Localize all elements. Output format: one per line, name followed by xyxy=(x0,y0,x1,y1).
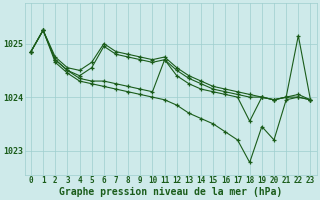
X-axis label: Graphe pression niveau de la mer (hPa): Graphe pression niveau de la mer (hPa) xyxy=(59,186,282,197)
